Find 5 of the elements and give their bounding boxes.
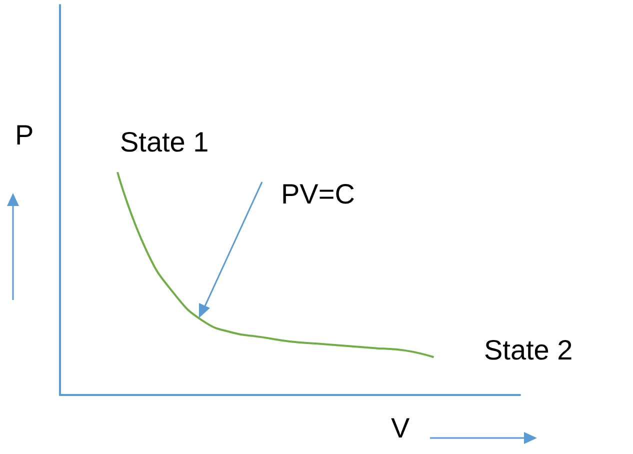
annotation: State 2 [484, 334, 573, 366]
annotation: PV=C [281, 178, 355, 210]
y-axis-title: P [15, 120, 34, 150]
x-axis-title: V [391, 412, 410, 444]
text: State 1 [120, 126, 209, 158]
